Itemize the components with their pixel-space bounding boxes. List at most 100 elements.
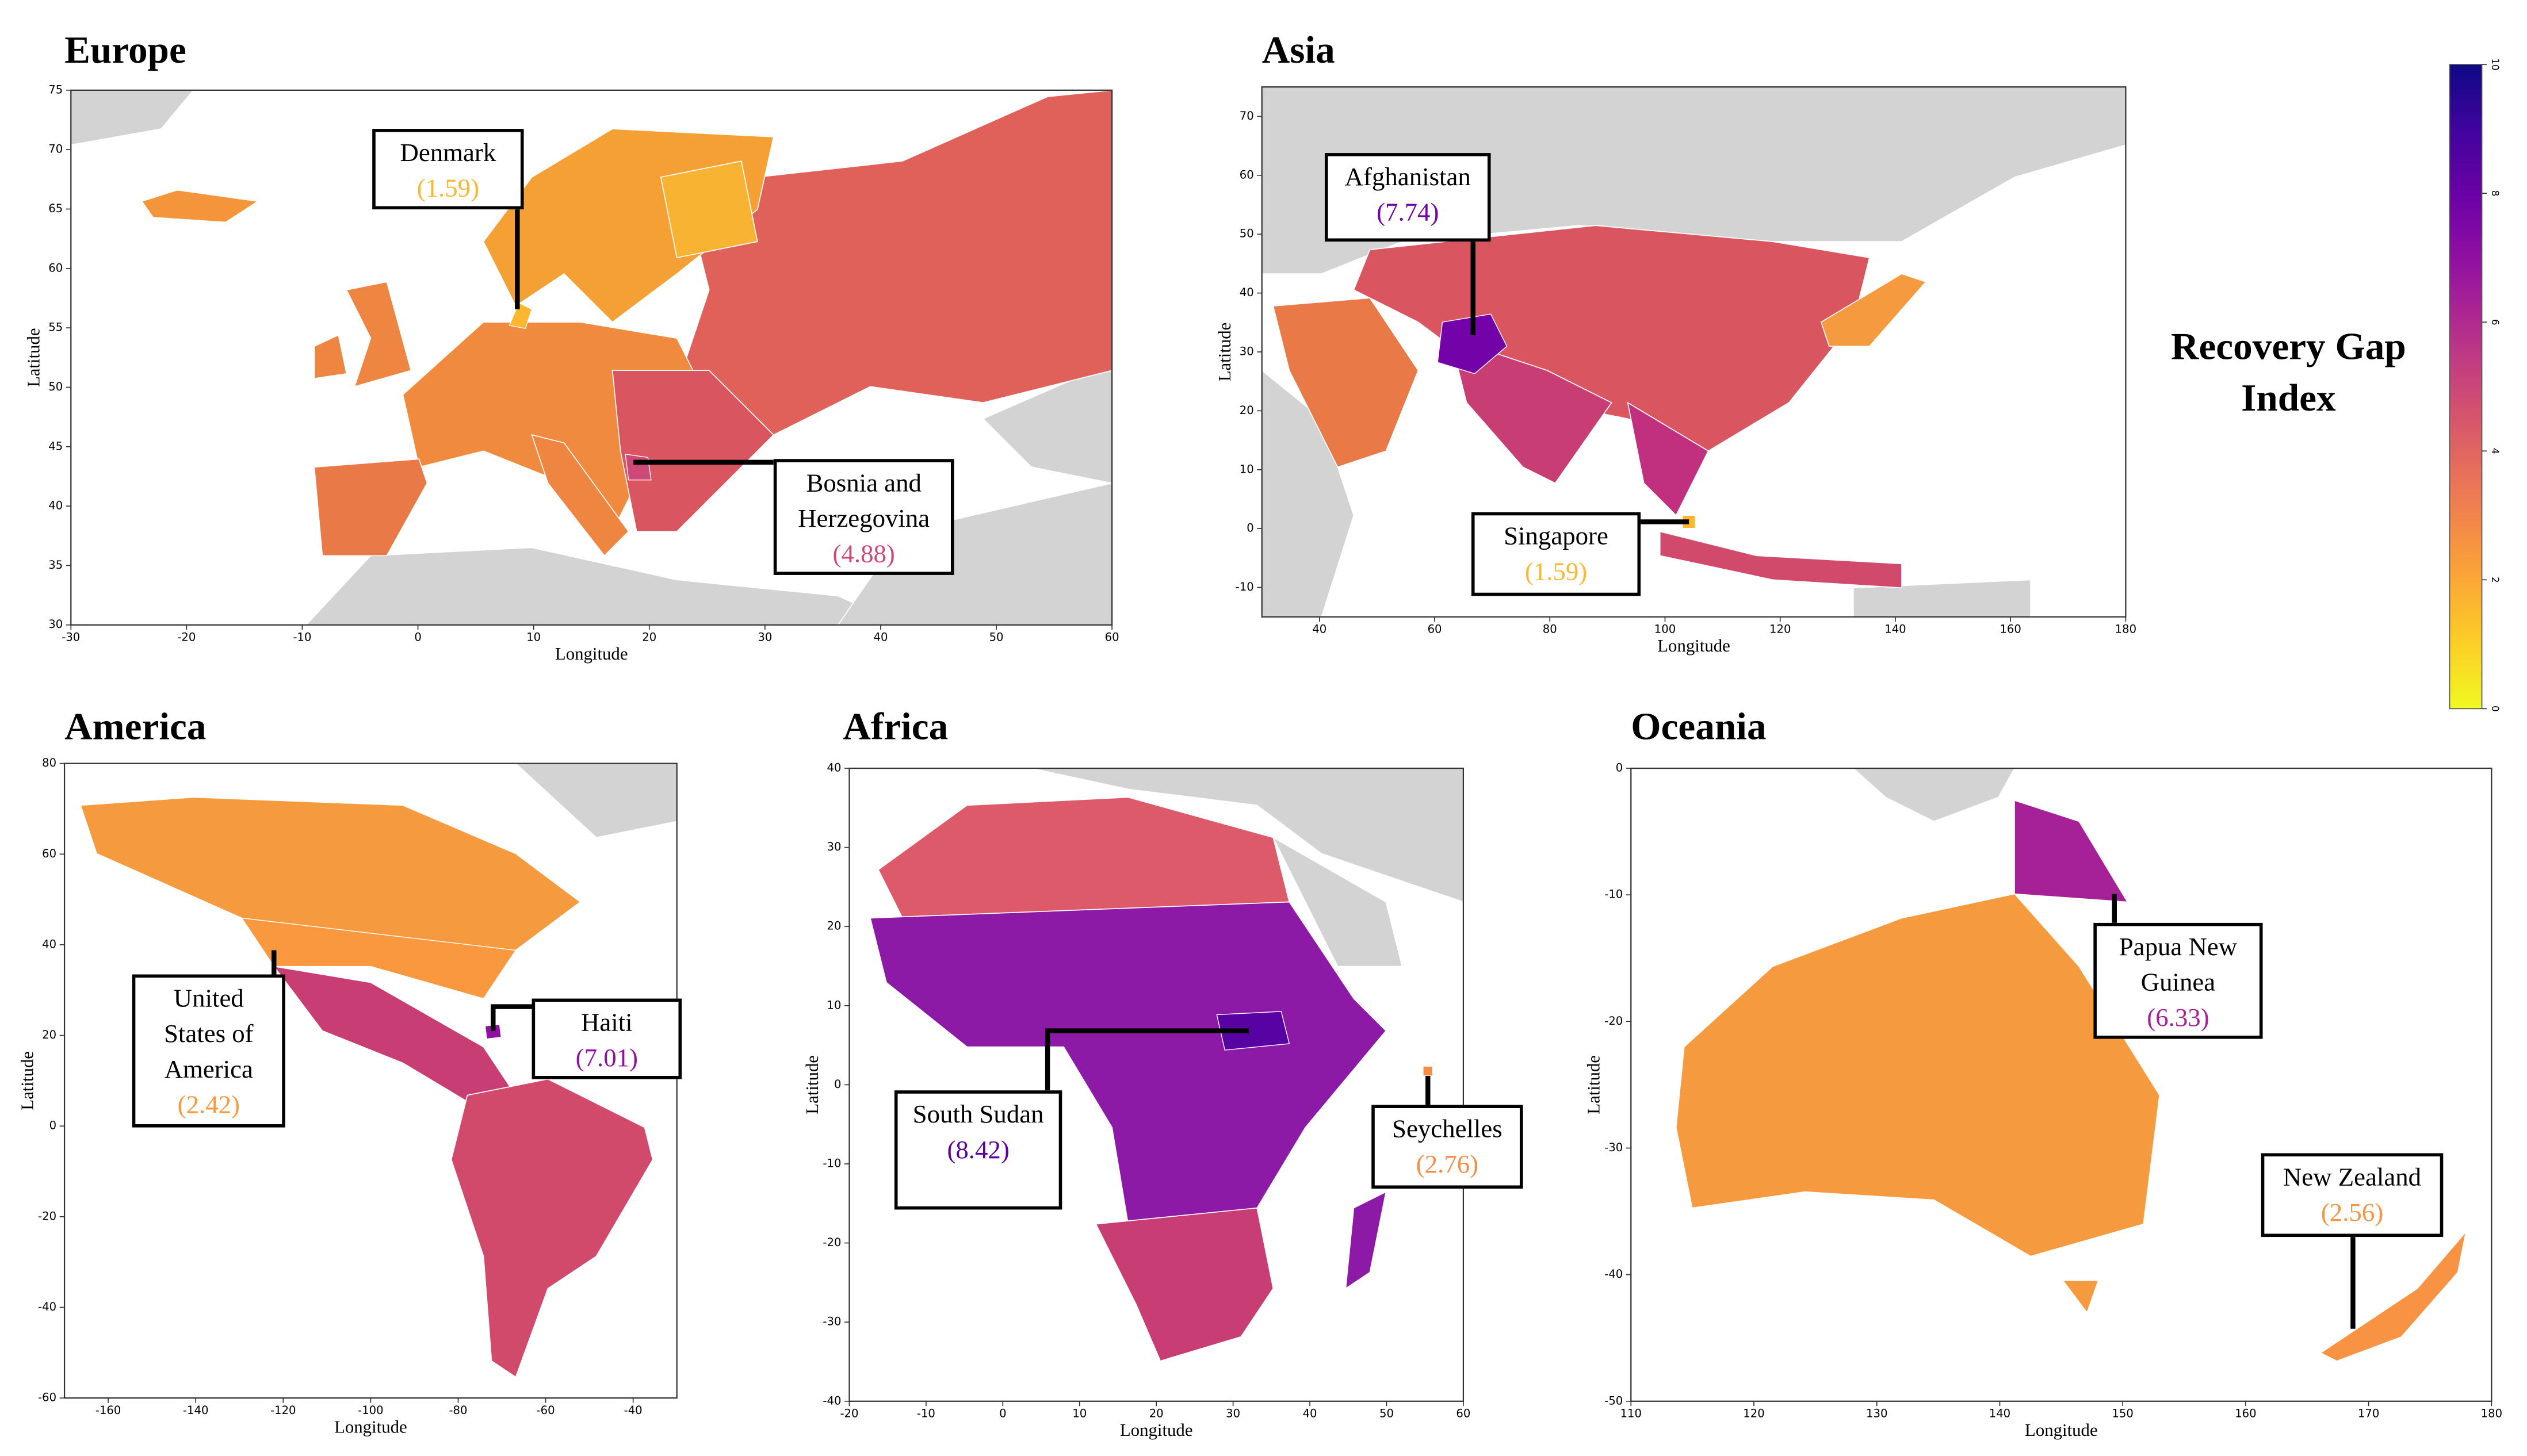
y-tick-label: -10 bbox=[823, 1156, 841, 1170]
y-tick-label: -30 bbox=[1604, 1141, 1623, 1154]
callout-box: Denmark (1.59) bbox=[372, 129, 524, 210]
y-tick-label: -40 bbox=[823, 1394, 841, 1407]
land bbox=[346, 281, 412, 388]
y-tick-label: 10 bbox=[1240, 462, 1254, 476]
y-tick-label: 20 bbox=[1240, 404, 1254, 417]
colorbar bbox=[2449, 64, 2483, 710]
colorbar-tick-label: 0 bbox=[2490, 706, 2501, 712]
x-tick-label: 60 bbox=[1456, 1407, 1470, 1420]
x-tick-label: 80 bbox=[1543, 623, 1557, 636]
country-fill bbox=[625, 454, 652, 481]
value-label: (1.59) bbox=[416, 175, 480, 203]
value-label: (7.74) bbox=[1377, 200, 1439, 227]
value-label: (7.01) bbox=[575, 1045, 638, 1073]
x-tick-label: 120 bbox=[1743, 1407, 1764, 1420]
land bbox=[141, 189, 259, 223]
x-tick-label: 100 bbox=[1654, 623, 1676, 636]
x-tick-label: -160 bbox=[95, 1404, 121, 1417]
map-area bbox=[849, 768, 1463, 1401]
land bbox=[1031, 768, 1463, 903]
x-tick-label: -80 bbox=[449, 1404, 467, 1417]
y-tick-label: -10 bbox=[1236, 580, 1254, 593]
land bbox=[611, 370, 774, 532]
y-tick-label: 70 bbox=[48, 143, 63, 156]
y-tick-label: -50 bbox=[1604, 1394, 1623, 1407]
x-tick-label: 10 bbox=[1072, 1407, 1087, 1420]
country-fill bbox=[509, 302, 533, 329]
value-label: (2.42) bbox=[177, 1091, 240, 1120]
x-tick-label: 180 bbox=[2115, 623, 2136, 636]
y-tick-label: 40 bbox=[42, 937, 56, 951]
x-tick-label: 160 bbox=[2000, 623, 2021, 636]
land bbox=[1852, 768, 2016, 822]
callout-box: New Zealand (2.56) bbox=[2261, 1153, 2444, 1237]
colorbar-tick-label: 8 bbox=[2490, 190, 2501, 197]
value-label: (2.76) bbox=[1416, 1151, 1479, 1179]
x-tick-label: -20 bbox=[177, 631, 196, 644]
y-axis-label: Latitude bbox=[1584, 1055, 1604, 1114]
panel-title: Oceania bbox=[1631, 707, 1767, 749]
x-tick-label: 60 bbox=[1105, 631, 1119, 644]
x-tick-label: 40 bbox=[1303, 1407, 1317, 1420]
y-tick-label: 40 bbox=[48, 499, 63, 512]
y-tick-label: 60 bbox=[48, 261, 63, 274]
callout-box: Singapore (1.59) bbox=[1471, 512, 1641, 596]
y-tick-label: 80 bbox=[42, 756, 56, 769]
land bbox=[1272, 836, 1403, 967]
plot-frame bbox=[1630, 767, 2492, 1402]
x-tick-label: 50 bbox=[1379, 1407, 1394, 1420]
panel-title: Africa bbox=[843, 707, 949, 749]
y-tick-label: -20 bbox=[1604, 1014, 1623, 1028]
land bbox=[531, 434, 629, 557]
land bbox=[1345, 1191, 1387, 1290]
x-axis-label: Longitude bbox=[555, 644, 628, 664]
country-fill bbox=[1423, 1066, 1433, 1076]
x-tick-label: 60 bbox=[1428, 623, 1442, 636]
y-tick-label: 40 bbox=[1240, 286, 1254, 299]
land bbox=[314, 458, 428, 557]
x-axis-label: Longitude bbox=[1657, 636, 1730, 656]
colorbar-tick-label: 10 bbox=[2490, 58, 2501, 70]
x-tick-label: 40 bbox=[1312, 623, 1326, 636]
y-tick-label: 60 bbox=[42, 847, 56, 860]
leader-line bbox=[1045, 1028, 1249, 1091]
country-name: Denmark bbox=[400, 140, 496, 168]
land bbox=[1820, 273, 1927, 347]
y-tick-label: 75 bbox=[48, 83, 63, 96]
y-tick-label: -40 bbox=[1604, 1267, 1623, 1281]
x-tick-label: 130 bbox=[1866, 1407, 1887, 1420]
x-axis-label: Longitude bbox=[2025, 1420, 2098, 1440]
panel-title: Asia bbox=[1261, 30, 1335, 73]
y-tick-label: 10 bbox=[827, 998, 842, 1011]
colorbar-tick-label: 2 bbox=[2490, 577, 2501, 583]
y-axis-label: Latitude bbox=[802, 1055, 822, 1114]
x-tick-label: 140 bbox=[1884, 623, 1906, 636]
value-label: (8.42) bbox=[947, 1137, 1010, 1165]
land bbox=[1627, 401, 1709, 516]
x-tick-label: 20 bbox=[1149, 1407, 1164, 1420]
land bbox=[1853, 579, 2031, 617]
y-tick-label: 35 bbox=[48, 558, 63, 572]
land bbox=[660, 160, 758, 259]
land bbox=[515, 763, 677, 838]
y-tick-label: -30 bbox=[823, 1315, 841, 1328]
x-tick-label: -60 bbox=[537, 1404, 555, 1417]
y-tick-label: 70 bbox=[1240, 109, 1254, 122]
country-name: United States of America bbox=[163, 986, 254, 1084]
value-label: (4.88) bbox=[832, 541, 895, 569]
y-tick-label: 30 bbox=[827, 840, 842, 853]
country-name: Papua New Guinea bbox=[2119, 934, 2238, 997]
x-tick-label: 10 bbox=[526, 631, 541, 644]
x-axis-label: Longitude bbox=[334, 1417, 407, 1436]
y-tick-label: 65 bbox=[48, 202, 63, 215]
y-tick-label: 20 bbox=[827, 919, 842, 933]
country-fill bbox=[2319, 1231, 2467, 1362]
x-tick-label: -100 bbox=[358, 1404, 383, 1417]
x-tick-label: 20 bbox=[642, 631, 656, 644]
land bbox=[1675, 893, 2161, 1257]
country-name: Seychelles bbox=[1392, 1116, 1503, 1144]
y-tick-label: -20 bbox=[38, 1209, 56, 1223]
x-tick-label: 110 bbox=[1620, 1407, 1642, 1420]
x-tick-label: -40 bbox=[624, 1404, 643, 1417]
